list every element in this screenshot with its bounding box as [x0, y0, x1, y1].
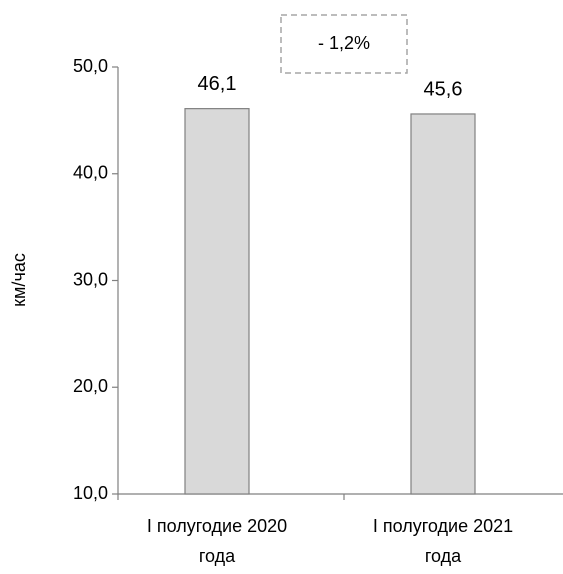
- x-tick-label: I полугодие 2021 года: [372, 516, 514, 566]
- y-tick-label: 50,0: [73, 56, 108, 76]
- annotation-box: [280, 14, 408, 74]
- value-label: 45,6: [424, 78, 463, 100]
- bar: [184, 108, 250, 495]
- y-tick-label: 10,0: [73, 483, 108, 503]
- bar: [410, 113, 476, 495]
- y-tick-label: 40,0: [73, 163, 108, 183]
- value-label: 46,1: [198, 73, 237, 95]
- x-tick-label: I полугодие 2020 года: [146, 516, 288, 566]
- y-tick-label: 20,0: [73, 376, 108, 396]
- y-axis-label: км/час: [9, 253, 29, 307]
- y-tick-label: 30,0: [73, 269, 108, 289]
- annotation: - 1,2%: [318, 33, 370, 53]
